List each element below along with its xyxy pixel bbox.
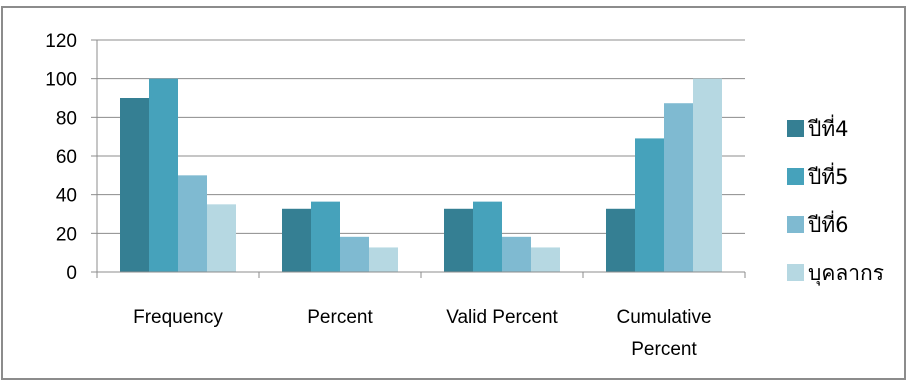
legend-label: ปีที่6 [807, 210, 848, 237]
x-category-label: Valid Percent [446, 307, 558, 328]
bar-4-1 [207, 204, 236, 272]
bar-4-2 [369, 247, 398, 272]
legend-label: บุคลากร [808, 261, 884, 286]
bar-2-3 [473, 202, 502, 272]
x-category-label: Percent [631, 339, 697, 360]
y-tick-label: 100 [45, 70, 77, 91]
bar-3-4 [664, 103, 693, 272]
y-tick-label: 0 [66, 263, 77, 284]
bar-1-1 [120, 98, 149, 272]
bar-1-3 [444, 209, 473, 272]
legend-label: ปีที่5 [807, 162, 848, 189]
bar-2-2 [311, 202, 340, 272]
bar-2-1 [149, 79, 178, 272]
legend-swatch [787, 216, 804, 233]
legend-swatch [787, 264, 804, 281]
legend-swatch [787, 120, 804, 137]
bar-1-2 [282, 209, 311, 272]
y-tick-label: 60 [56, 147, 77, 168]
bar-3-2 [340, 237, 369, 272]
x-category-label: Frequency [133, 307, 223, 328]
y-tick-label: 80 [56, 108, 77, 129]
bar-2-4 [635, 138, 664, 272]
bar-1-4 [606, 209, 635, 272]
x-category-label: Percent [307, 307, 373, 328]
y-tick-label: 120 [45, 31, 77, 52]
x-category-label: Cumulative [616, 307, 711, 328]
y-tick-label: 40 [56, 186, 77, 207]
bar-3-1 [178, 175, 207, 272]
bar-3-3 [502, 237, 531, 272]
bar-4-3 [531, 247, 560, 272]
legend-label: ปีที่4 [807, 114, 848, 141]
y-tick-label: 20 [56, 224, 77, 245]
legend-swatch [787, 168, 804, 185]
bar-4-4 [693, 79, 722, 272]
